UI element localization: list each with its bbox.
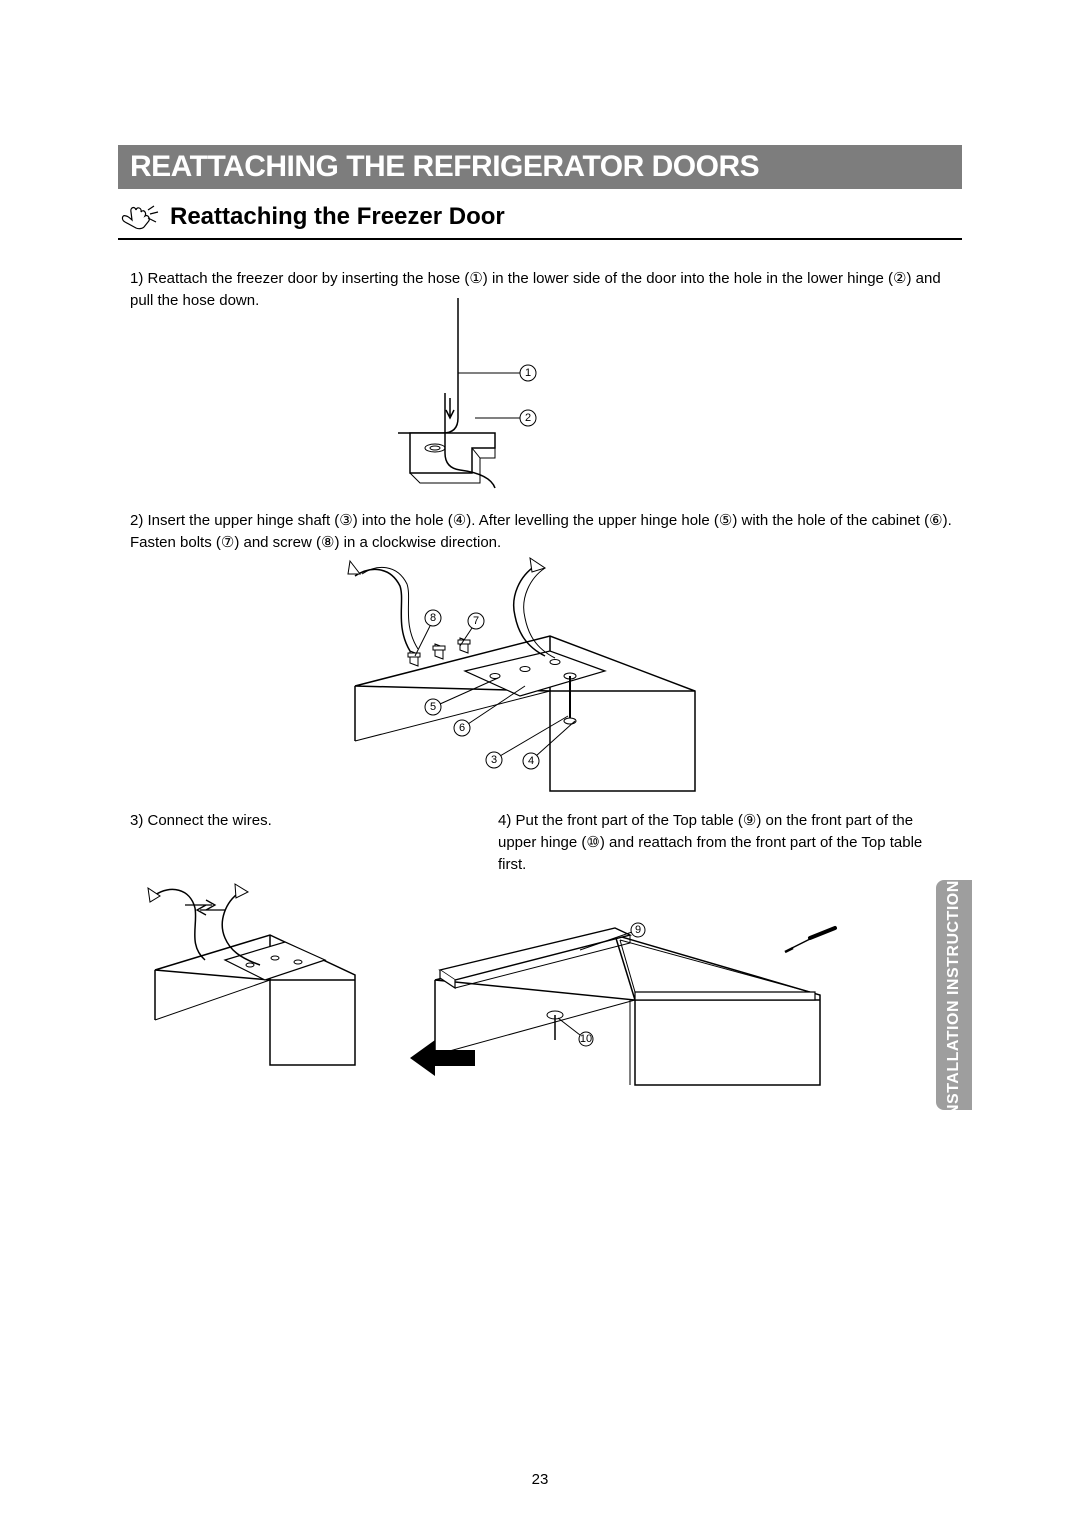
- step-4-text: 4) Put the front part of the Top table (…: [498, 810, 928, 876]
- section-title-bar: REATTACHING THE REFRIGERATOR DOORS: [118, 145, 962, 189]
- step-2-text: 2) Insert the upper hinge shaft (③) into…: [130, 510, 970, 554]
- callout-6: 6: [459, 722, 465, 734]
- subsection-title: Reattaching the Freezer Door: [170, 203, 505, 231]
- figure-connect-wires: [130, 880, 360, 1070]
- callout-4: 4: [528, 755, 534, 767]
- figure-top-table: 9 10: [380, 900, 840, 1090]
- callout-9: 9: [635, 924, 641, 936]
- callout-3: 3: [491, 754, 497, 766]
- callout-10: 10: [580, 1033, 592, 1045]
- figure-lower-hinge: 1 2: [380, 298, 580, 498]
- callout-7: 7: [473, 615, 479, 627]
- side-tab: INSTALLATION INSTRUCTIONS: [936, 880, 972, 1110]
- page-number: 23: [0, 1471, 1080, 1488]
- figure-upper-hinge: 8 7 5 6 3 4: [300, 556, 720, 796]
- callout-8: 8: [430, 612, 436, 624]
- hand-icon: [118, 200, 162, 234]
- callout-1: 1: [525, 367, 531, 379]
- callout-5: 5: [430, 701, 436, 713]
- step-3-text: 3) Connect the wires.: [130, 810, 430, 832]
- subsection-row: Reattaching the Freezer Door: [118, 200, 962, 240]
- side-tab-label: INSTALLATION INSTRUCTIONS: [945, 869, 963, 1121]
- callout-2: 2: [525, 412, 531, 424]
- manual-page: REATTACHING THE REFRIGERATOR DOORS Reatt…: [0, 0, 1080, 1528]
- section-title: REATTACHING THE REFRIGERATOR DOORS: [130, 150, 759, 184]
